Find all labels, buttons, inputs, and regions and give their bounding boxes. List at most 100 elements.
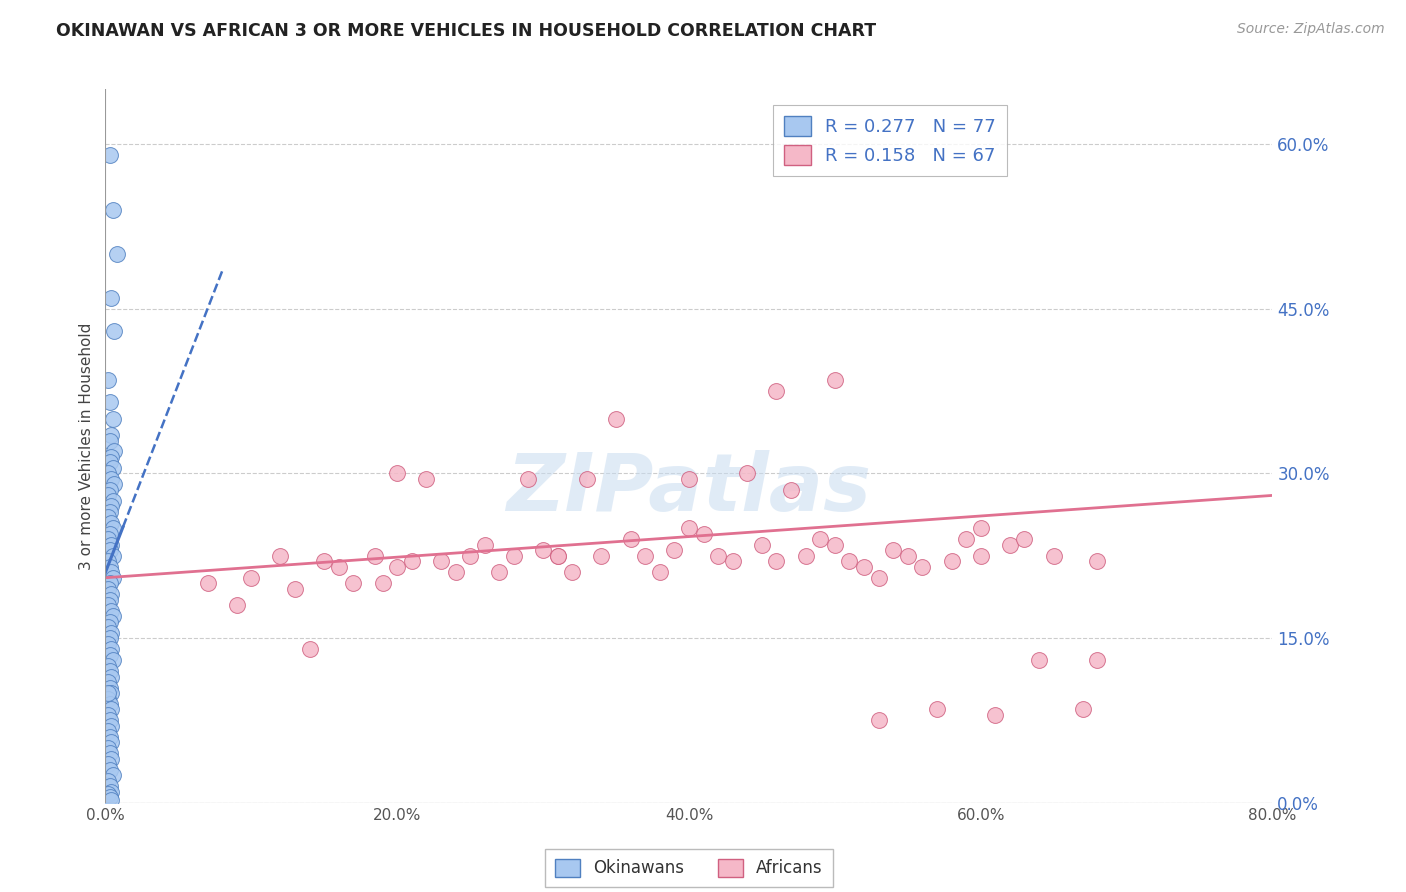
Point [98, 664, 121, 678]
Text: Source: ZipAtlas.com: Source: ZipAtlas.com [1237, 22, 1385, 37]
Point [605, 411, 627, 425]
Point [100, 792, 122, 806]
Point [97, 620, 120, 634]
Point [328, 559, 350, 574]
Point [197, 576, 219, 591]
Point [678, 472, 700, 486]
Point [97, 554, 120, 568]
Point [284, 582, 307, 596]
Point [342, 576, 364, 591]
Point [98, 681, 121, 695]
Point [824, 373, 846, 387]
Point [1085, 554, 1108, 568]
Point [98, 434, 121, 448]
Point [100, 516, 122, 530]
Point [98, 526, 121, 541]
Point [100, 428, 122, 442]
Point [561, 566, 583, 580]
Point [100, 752, 122, 766]
Point [364, 549, 387, 563]
Point [240, 571, 263, 585]
Point [97, 691, 120, 706]
Point [591, 549, 613, 563]
Point [868, 571, 890, 585]
Point [517, 472, 540, 486]
Point [882, 543, 904, 558]
Point [98, 714, 121, 728]
Point [100, 719, 122, 733]
Point [868, 714, 890, 728]
Point [98, 148, 121, 162]
Point [547, 549, 569, 563]
Point [1042, 549, 1064, 563]
Point [101, 202, 124, 217]
Point [664, 543, 686, 558]
Point [97, 675, 120, 690]
Text: ZIPatlas: ZIPatlas [506, 450, 872, 528]
Point [678, 521, 700, 535]
Point [100, 291, 122, 305]
Point [97, 373, 120, 387]
Point [808, 533, 831, 547]
Point [101, 411, 124, 425]
Y-axis label: 3 or more Vehicles in Household: 3 or more Vehicles in Household [79, 322, 94, 570]
Point [101, 609, 124, 624]
Point [98, 576, 121, 591]
Point [101, 521, 124, 535]
Point [101, 549, 124, 563]
Point [824, 538, 846, 552]
Point [737, 467, 759, 481]
Point [98, 592, 121, 607]
Point [97, 740, 120, 755]
Point [100, 686, 122, 700]
Point [98, 483, 121, 497]
Point [97, 686, 120, 700]
Point [751, 538, 773, 552]
Point [98, 395, 121, 409]
Point [692, 526, 714, 541]
Point [648, 566, 671, 580]
Point [547, 549, 569, 563]
Point [765, 554, 787, 568]
Point [444, 566, 467, 580]
Point [780, 483, 803, 497]
Point [100, 735, 122, 749]
Point [531, 543, 554, 558]
Point [458, 549, 481, 563]
Point [415, 472, 437, 486]
Point [575, 472, 598, 486]
Text: OKINAWAN VS AFRICAN 3 OR MORE VEHICLES IN HOUSEHOLD CORRELATION CHART: OKINAWAN VS AFRICAN 3 OR MORE VEHICLES I… [56, 22, 876, 40]
Point [765, 384, 787, 398]
Point [97, 708, 120, 723]
Point [98, 559, 121, 574]
Point [97, 658, 120, 673]
Point [488, 566, 510, 580]
Point [101, 461, 124, 475]
Point [100, 604, 122, 618]
Point [97, 773, 120, 788]
Point [100, 785, 122, 799]
Point [101, 653, 124, 667]
Point [371, 576, 394, 591]
Point [97, 787, 120, 801]
Point [707, 549, 730, 563]
Point [97, 724, 120, 739]
Point [101, 571, 124, 585]
Point [502, 549, 524, 563]
Point [100, 625, 122, 640]
Point [98, 697, 121, 711]
Point [98, 455, 121, 469]
Point [100, 587, 122, 601]
Point [98, 763, 121, 777]
Point [970, 521, 993, 535]
Point [298, 642, 321, 657]
Point [998, 538, 1021, 552]
Point [1028, 653, 1050, 667]
Point [955, 533, 977, 547]
Point [97, 533, 120, 547]
Point [97, 598, 120, 612]
Point [838, 554, 860, 568]
Point [1014, 533, 1036, 547]
Point [911, 559, 934, 574]
Point [100, 472, 122, 486]
